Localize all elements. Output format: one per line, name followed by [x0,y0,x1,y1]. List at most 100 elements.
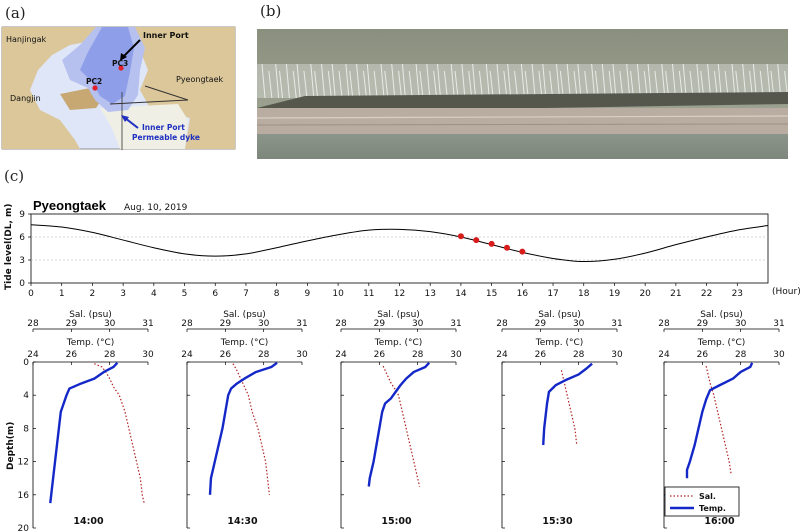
temp-tick-label: 30 [611,350,623,360]
temp-axis-label: Temp. (°C) [374,338,423,348]
map-label-hanjingak: Hanjingak [6,35,46,44]
foam-streak [496,63,501,99]
inner-port-arrowhead [120,53,127,61]
tide-hour-unit: (Hour) [772,287,800,297]
temperature-profile [367,362,431,487]
sal-tick-label: 29 [374,319,386,329]
map-channel-deep [80,27,134,104]
foam-streak [507,63,512,99]
tide-xtick-label: 2 [90,289,96,299]
foam-streak [549,70,554,99]
foam-streak [454,70,459,99]
tide-sample-point [488,240,495,247]
temp-tick-label: 26 [220,350,232,360]
foam-streak [450,63,455,99]
temp-tick-label: 30 [450,350,462,360]
sal-tick-label: 31 [296,319,307,329]
tide-chart: 0 1 2 3 4 5 6 7 8 9 10 11 12 13 14 15 16 17 18 19 20 21 22 2303… [19,210,769,299]
depth-tick-label: 12 [18,458,29,468]
foam-streak [556,63,560,99]
sal-tick-label: 31 [611,319,622,329]
salinity-profile [232,363,271,495]
tide-sample-point [519,248,526,255]
map-land-east [135,27,235,149]
tide-sample-point [457,233,464,240]
foam-streak [707,63,712,99]
tide-xtick-label: 13 [424,289,435,299]
foam-streak [426,63,431,99]
sal-axis-label: Sal. (psu) [700,310,743,320]
foam-streak [626,63,631,99]
temp-tick-label: 26 [66,350,78,360]
foam-streak [345,63,350,99]
sal-tick-label: 30 [104,319,116,329]
photo-road-line [256,115,789,119]
photo-road-line-2 [256,123,789,126]
foam-streak [419,70,424,99]
port-map [1,26,236,150]
ts-profiles: Sal. (psu) 28 29 30 31 Temp. (°C) 24 26 28 30 0 4 8 1… [18,310,785,532]
legend-temp-label: Temp. [699,504,726,513]
sal-axis-label: Sal. (psu) [538,310,581,320]
foam-streak [327,70,332,99]
temp-tick-label: 26 [697,350,709,360]
foam-streak [717,63,722,99]
panel-label-a: (a) [5,4,26,22]
foam-streak [503,70,508,99]
tide-xtick-label: 23 [732,289,743,299]
foam-streak [612,63,617,99]
sal-tick-label: 31 [142,319,153,329]
sal-tick-label: 30 [412,319,424,329]
tide-xtick-label: 7 [243,289,249,299]
tide-ylabel: Tide level(DL, m) [4,203,14,290]
foam-streak [310,63,315,99]
sal-tick-label: 30 [573,319,585,329]
foam-streak [331,63,336,99]
temperature-profile [49,362,119,504]
sal-tick-label: 29 [66,319,78,329]
temp-tick-label: 24 [496,350,508,360]
profile-time-label: 15:00 [381,516,412,527]
temp-axis-label: Temp. (°C) [220,338,269,348]
tide-xtick-label: 16 [517,289,529,299]
foam-streak [314,70,319,99]
tide-ytick-label: 9 [19,210,25,220]
foam-streak [489,70,494,99]
photo-dyke-edge [257,92,788,112]
legend-box [664,486,740,517]
foam-streak [661,63,666,99]
station-pc2-marker [92,85,98,91]
sal-tick-label: 28 [181,319,193,329]
temp-tick-label: 30 [773,350,785,360]
foam-streak [279,70,284,99]
profile-time-label: 14:00 [73,516,104,527]
map-label-pc2: PC2 [86,77,102,86]
salinity-profile [94,363,145,504]
tide-xtick-label: 1 [59,289,65,299]
tide-xtick-label: 22 [701,289,712,299]
foam-streak [433,70,438,99]
dyke-arrow [124,117,139,129]
tide-xtick-label: 3 [120,289,126,299]
foam-streak [398,70,403,99]
foam-streak [296,63,301,99]
depth-tick-label: 0 [23,358,29,368]
map-dyke-line [109,99,189,105]
foam-streak [584,70,589,99]
foam-streak [731,63,736,99]
tide-xtick-label: 17 [547,289,558,299]
foam-streak [285,63,290,99]
temp-tick-label: 30 [142,350,154,360]
foam-streak [443,70,448,99]
foam-streak [384,70,389,99]
temp-tick-label: 24 [27,350,39,360]
foam-streak [468,70,473,99]
foam-streak [542,63,547,99]
temp-tick-label: 28 [258,350,270,360]
foam-streak [601,63,606,99]
temperature-profile [208,361,278,495]
tide-curve [30,224,769,263]
foam-streak [321,63,325,99]
photo-inner-water [257,134,788,159]
